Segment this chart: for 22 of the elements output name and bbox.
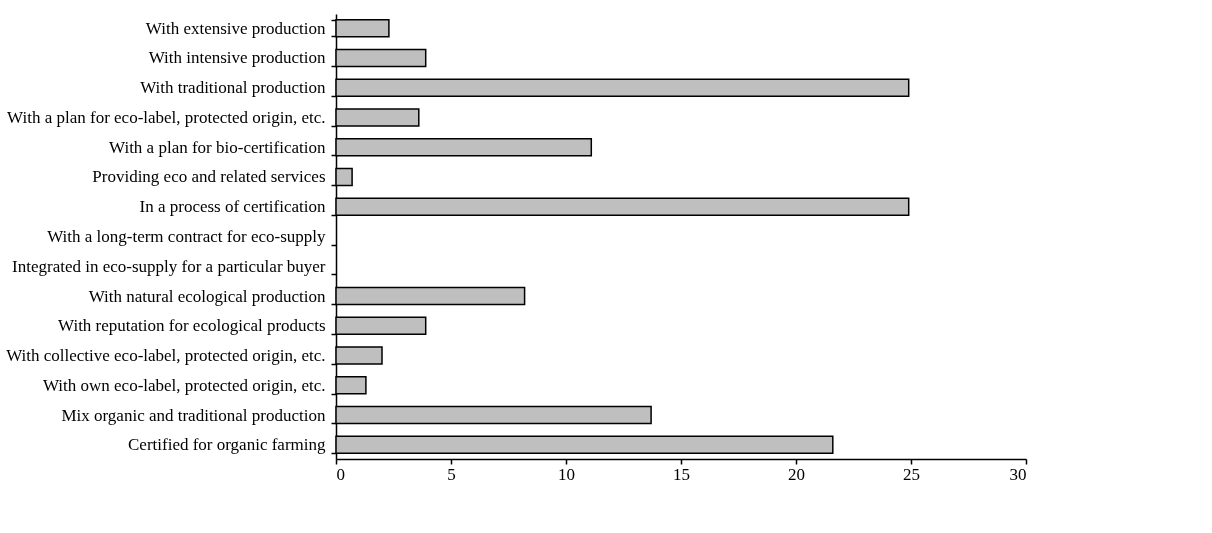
x-tick-label: 20 [788, 464, 805, 484]
y-tick-label: With traditional production [140, 78, 326, 98]
y-tick-label: With intensive production [148, 48, 326, 68]
y-tick-label: With own eco-label, protected origin, etc. [42, 375, 326, 395]
y-tick-label: With a plan for bio-certification [109, 137, 326, 157]
x-tick-label: 15 [673, 464, 690, 484]
y-tick-label: In a process of certification [139, 197, 326, 217]
x-tick-label: 0 [336, 464, 345, 484]
y-tick-label: With extensive production [145, 18, 326, 38]
x-tick-label: 5 [447, 464, 456, 484]
y-tick-label: With natural ecological production [88, 286, 326, 306]
x-tick-label: 25 [903, 464, 920, 484]
x-tick-label: 30 [1009, 464, 1027, 484]
y-tick-label: With reputation for ecological products [58, 316, 326, 336]
y-tick-label: Integrated in eco-supply for a particular buyer [12, 256, 326, 276]
y-tick-label: With a long-term contract for eco-supply [47, 227, 326, 246]
y-tick-label: With a plan for eco-label, protected origin, etc. [7, 107, 326, 127]
y-tick-label: Mix organic and traditional production [61, 405, 326, 425]
y-tick-label: Providing eco and related services [92, 167, 326, 187]
y-tick-label: With collective eco-label, protected origin, etc. [6, 346, 326, 366]
y-tick-label: Certified for organic farming [128, 435, 326, 455]
x-tick-label: 10 [558, 464, 575, 484]
